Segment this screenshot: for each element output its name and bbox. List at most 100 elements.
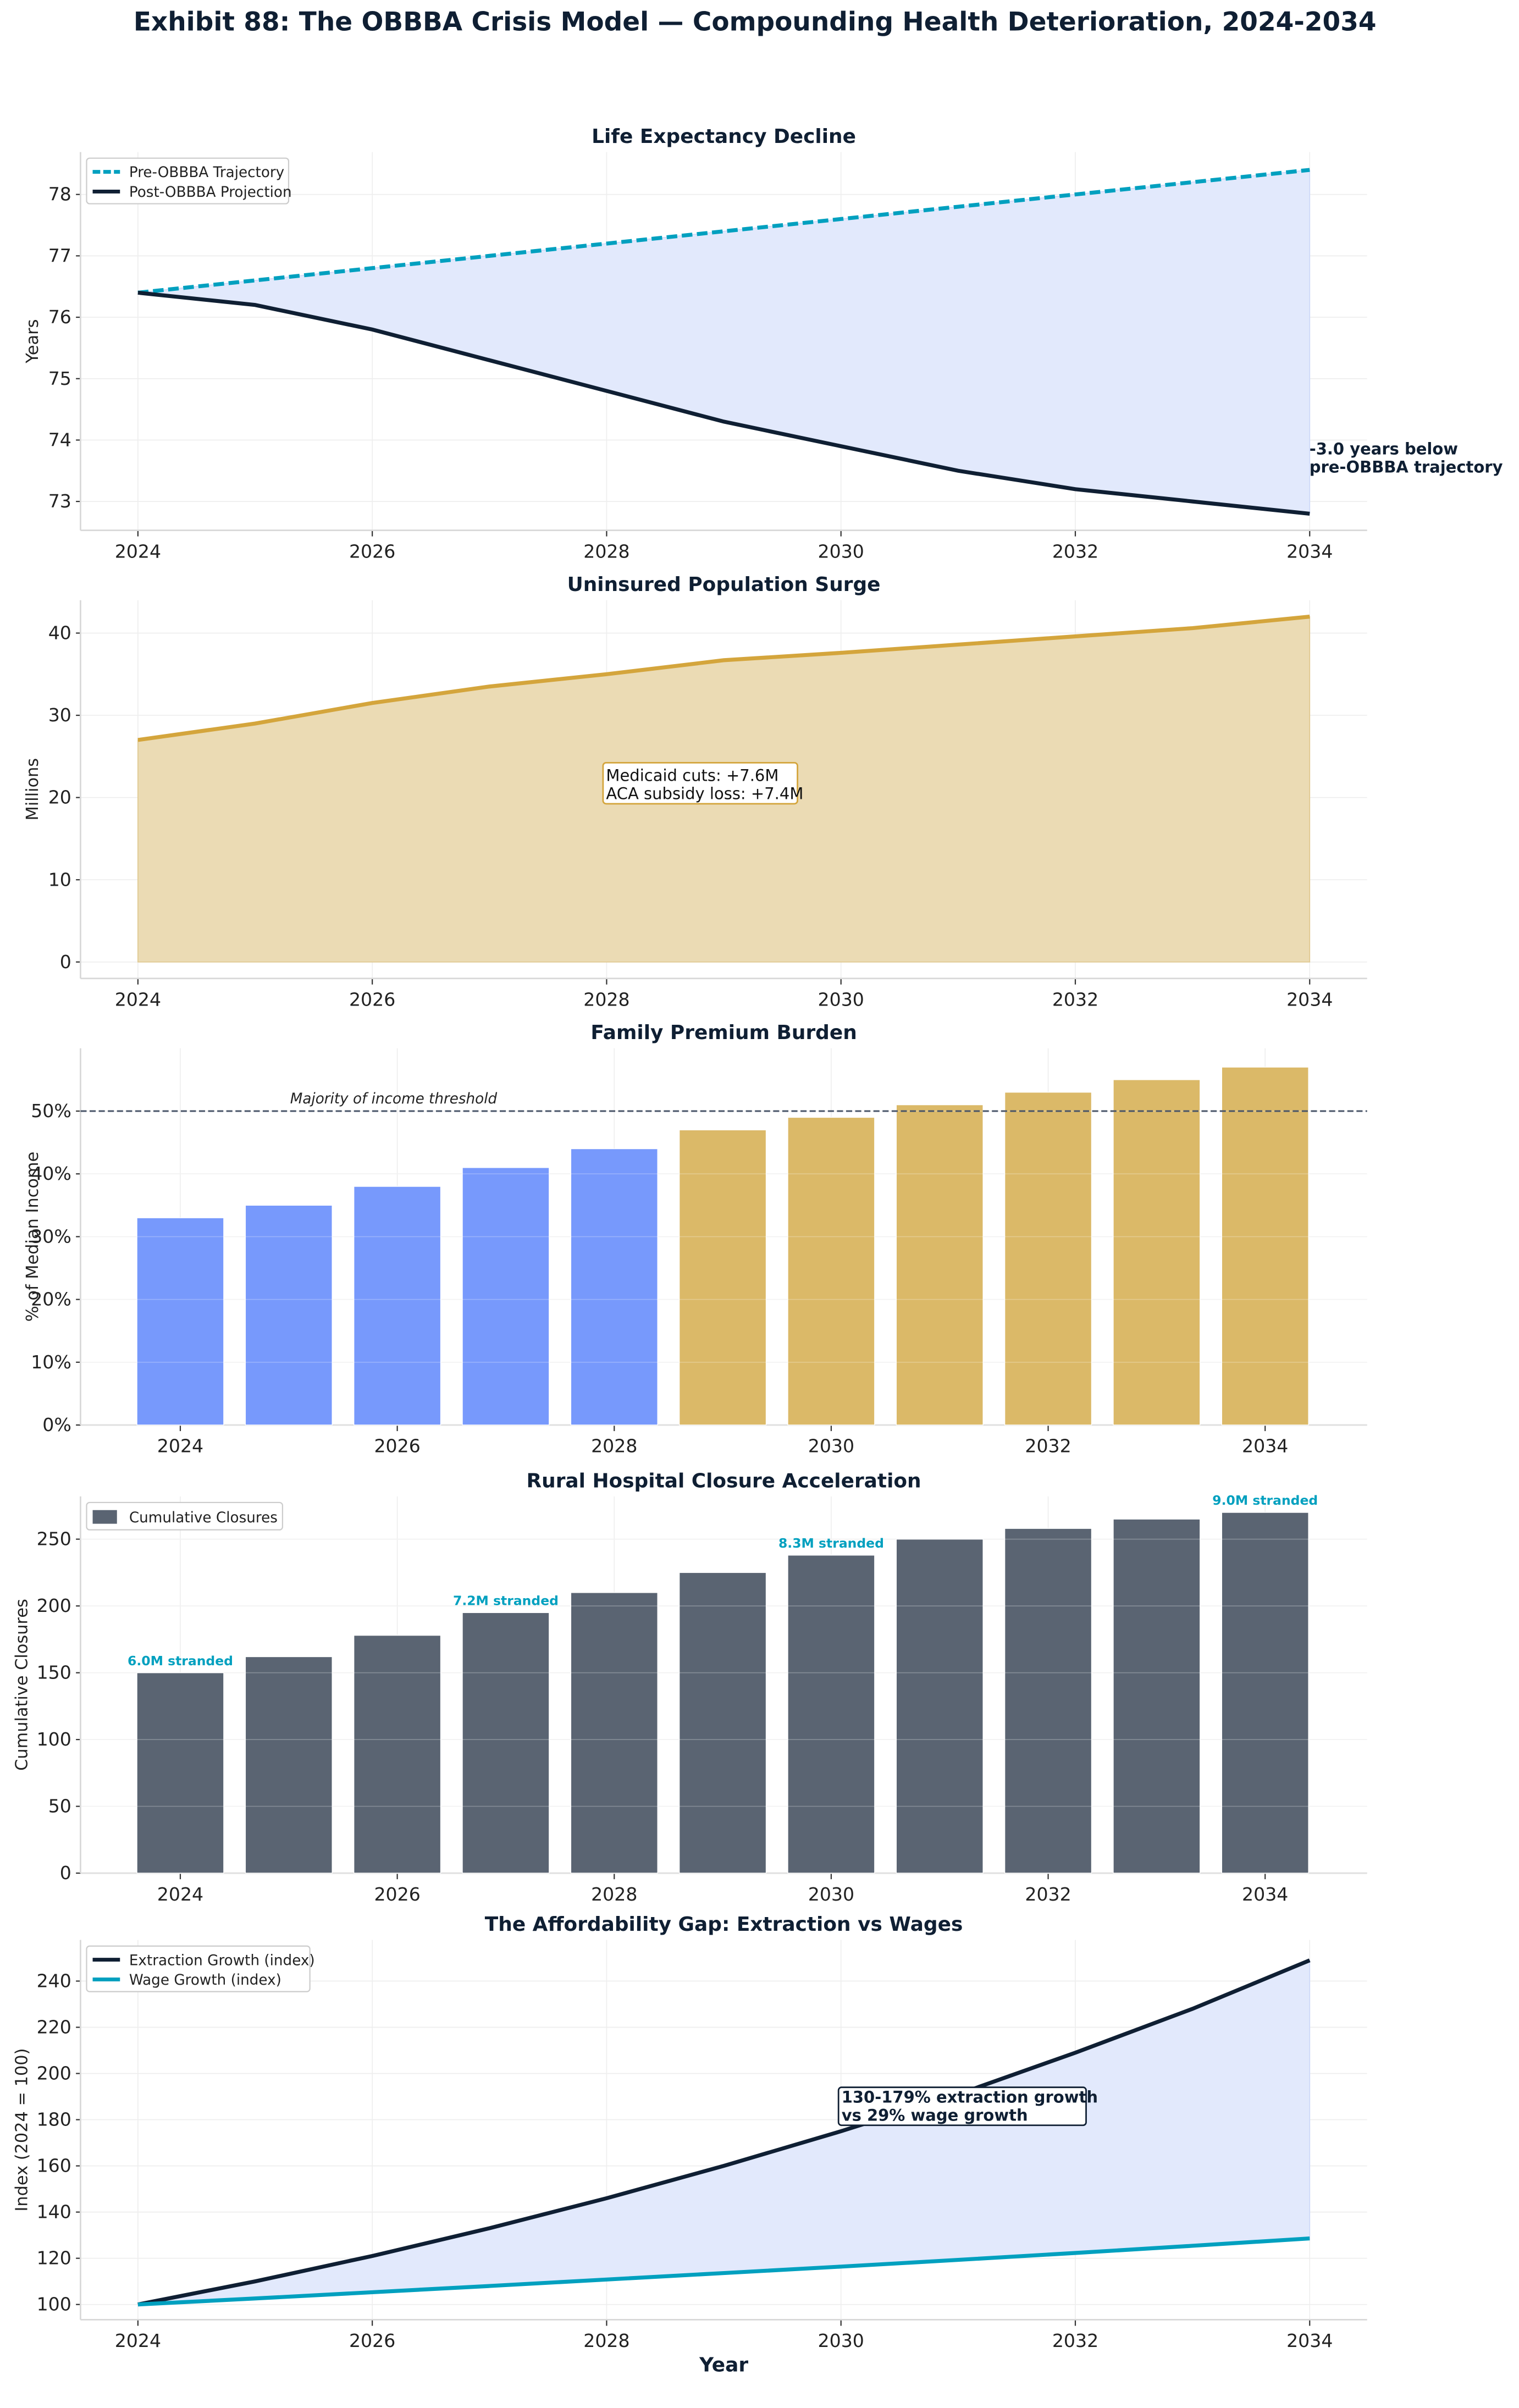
x-tick-label: 2034 — [1286, 988, 1333, 1010]
x-tick-label: 2026 — [374, 1435, 420, 1457]
x-tick-label: 2030 — [818, 540, 864, 562]
bar — [787, 1117, 875, 1426]
bar — [896, 1104, 984, 1426]
annotation-line-2: pre-OBBBA trajectory — [1310, 458, 1503, 477]
annotation-line-1: 130-179% extraction growth — [842, 2087, 1098, 2106]
y-tick-label: 40 — [48, 622, 71, 644]
legend: Extraction Growth (index) Wage Growth (in… — [86, 1945, 315, 1992]
x-tick-label: 2034 — [1242, 1435, 1288, 1457]
y-tick-label: 150 — [37, 1662, 71, 1683]
bar — [462, 1167, 550, 1426]
bar — [245, 1656, 333, 1874]
y-tick-label: 240 — [37, 1970, 71, 1992]
x-tick-label: 2028 — [583, 2330, 629, 2351]
panel-title: Uninsured Population Surge — [567, 573, 881, 596]
y-tick-label: 220 — [37, 2017, 71, 2038]
y-tick-label: 74 — [48, 429, 71, 450]
x-tick-label: 2030 — [808, 1435, 854, 1457]
bar — [1004, 1528, 1092, 1874]
y-tick-label: 120 — [37, 2247, 71, 2269]
data-label: 8.3M stranded — [778, 1536, 884, 1551]
legend-swatch — [92, 1510, 117, 1524]
x-tick-label: 2026 — [349, 988, 395, 1010]
panel-title: Family Premium Burden — [590, 1021, 857, 1044]
y-tick-label: 30% — [31, 1225, 71, 1247]
y-tick-label: 30 — [48, 704, 71, 726]
x-tick-label: 2032 — [1025, 1435, 1071, 1457]
bar — [1113, 1518, 1201, 1874]
x-tick-label: 2024 — [157, 1884, 203, 1905]
y-tick-label: 100 — [37, 1728, 71, 1750]
x-tick-label: 2028 — [591, 1884, 637, 1905]
bar — [570, 1148, 658, 1426]
x-tick-label: 2030 — [818, 988, 864, 1010]
bar — [136, 1217, 224, 1426]
y-axis-label: % of Median Income — [23, 1152, 42, 1322]
x-tick-label: 2026 — [374, 1884, 420, 1905]
y-tick-label: 78 — [48, 184, 71, 205]
bar — [136, 1672, 224, 1874]
data-label: 6.0M stranded — [128, 1653, 233, 1669]
annotation-box — [837, 2086, 1087, 2127]
legend-label: Extraction Growth (index) — [129, 1952, 315, 1969]
x-tick-label: 2034 — [1286, 540, 1333, 562]
annotation-line-2: vs 29% wage growth — [842, 2106, 1028, 2124]
threshold-label: Majority of income threshold — [290, 1091, 498, 1107]
y-tick-label: 0 — [60, 1862, 71, 1884]
y-axis-label: Years — [23, 319, 42, 364]
panel-3: Family Premium Burden 0% 10% 20% 30% 40% 50% 20… — [23, 1021, 1367, 1457]
legend: Pre-OBBBA Trajectory Post-OBBBA Projectio… — [86, 157, 292, 205]
y-tick-label: 140 — [37, 2201, 71, 2223]
y-axis-label: Index (2024 = 100) — [13, 2048, 32, 2212]
y-tick-label: 20% — [31, 1289, 71, 1310]
legend-label: Pre-OBBBA Trajectory — [129, 164, 284, 181]
x-tick-label: 2032 — [1052, 988, 1098, 1010]
x-tick-label: 2024 — [115, 540, 161, 562]
x-tick-label: 2030 — [808, 1884, 854, 1905]
figure-title: Exhibit 88: The OBBBA Crisis Model — Com… — [134, 7, 1377, 37]
bar — [678, 1129, 767, 1426]
y-tick-label: 160 — [37, 2155, 71, 2177]
y-tick-label: 75 — [48, 368, 71, 389]
y-tick-label: 40% — [31, 1163, 71, 1184]
y-tick-label: 200 — [37, 2063, 71, 2084]
y-tick-label: 10% — [31, 1351, 71, 1373]
panel-title: The Affordability Gap: Extraction vs Wag… — [485, 1913, 963, 1936]
annotation-box — [602, 761, 798, 805]
x-tick-label: 2026 — [349, 2330, 395, 2351]
bar — [1004, 1092, 1092, 1426]
y-tick-label: 50% — [31, 1100, 71, 1122]
data-label: 7.2M stranded — [453, 1593, 559, 1608]
panel-5: The Affordability Gap: Extraction vs Wag… — [13, 1913, 1367, 2376]
bar — [462, 1612, 550, 1874]
x-tick-label: 2026 — [349, 540, 395, 562]
x-tick-label: 2028 — [583, 988, 629, 1010]
bar — [787, 1555, 875, 1874]
x-tick-label: 2024 — [157, 1435, 203, 1457]
legend-label: Cumulative Closures — [129, 1510, 278, 1526]
gap-fill-area — [137, 169, 1311, 515]
y-tick-label: 180 — [37, 2109, 71, 2130]
y-axis-label: Millions — [23, 758, 42, 821]
x-tick-label: 2034 — [1242, 1884, 1288, 1905]
annotation-line-2: ACA subsidy loss: +7.4M — [606, 785, 803, 803]
bar — [245, 1205, 333, 1426]
data-label: 9.0M stranded — [1212, 1493, 1318, 1508]
x-tick-label: 2028 — [591, 1435, 637, 1457]
legend-box — [86, 1501, 284, 1531]
x-axis-label: Year — [699, 2354, 748, 2376]
x-tick-label: 2032 — [1052, 2330, 1098, 2351]
y-tick-label: 0% — [42, 1414, 71, 1435]
y-tick-label: 250 — [37, 1528, 71, 1550]
y-tick-label: 200 — [37, 1595, 71, 1616]
x-tick-label: 2032 — [1025, 1884, 1071, 1905]
y-tick-label: 0 — [60, 951, 71, 973]
bar — [570, 1592, 658, 1874]
x-tick-label: 2028 — [583, 540, 629, 562]
x-tick-label: 2030 — [818, 2330, 864, 2351]
annotation-line-1: Medicaid cuts: +7.6M — [606, 766, 778, 785]
y-tick-label: 77 — [48, 245, 71, 266]
y-tick-label: 50 — [48, 1796, 71, 1817]
y-axis-label: Cumulative Closures — [13, 1599, 32, 1771]
y-tick-label: 20 — [48, 787, 71, 808]
